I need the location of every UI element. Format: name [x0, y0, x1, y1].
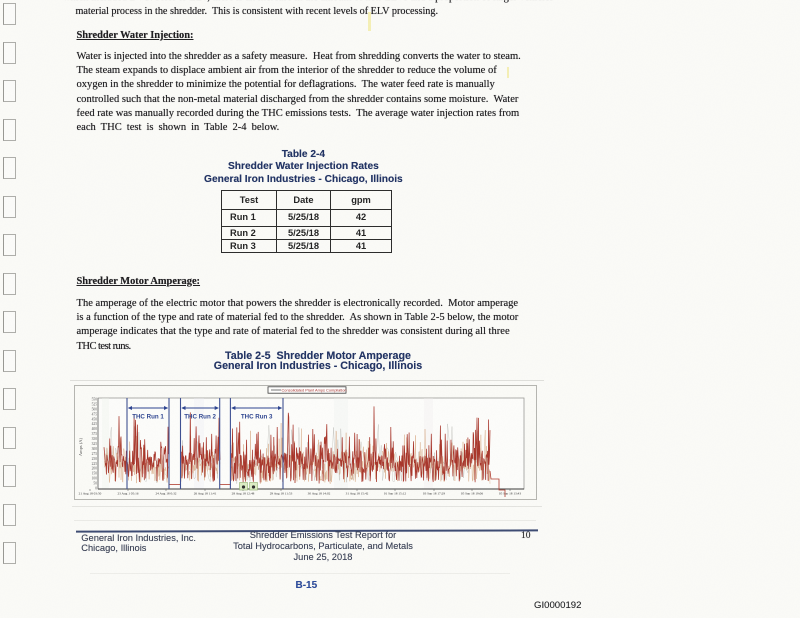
- svg-text:21 Aug 18 03:50: 21 Aug 18 03:50: [79, 491, 102, 495]
- svg-text:Consolidated Plant Amps Compil: Consolidated Plant Amps Compilation: [282, 387, 347, 392]
- svg-text:0: 0: [95, 486, 97, 490]
- svg-text:225: 225: [92, 461, 98, 465]
- svg-text:THC Run 2: THC Run 2: [184, 413, 216, 420]
- svg-text:05 Sep 18 13:43: 05 Sep 18 13:43: [499, 491, 521, 495]
- svg-text:525: 525: [92, 402, 98, 406]
- svg-text:325: 325: [92, 442, 98, 446]
- svg-text:23 Aug 1 05:16: 23 Aug 1 05:16: [117, 491, 138, 495]
- svg-text:Amps (A): Amps (A): [78, 437, 83, 456]
- svg-text:550: 550: [92, 397, 98, 401]
- svg-text:31 Aug 18 15:42: 31 Aug 18 15:42: [346, 491, 369, 495]
- svg-text:29 Aug 18 11:53: 29 Aug 18 11:53: [270, 491, 293, 495]
- svg-text:300: 300: [92, 446, 98, 450]
- svg-text:475: 475: [92, 412, 98, 416]
- svg-text:100: 100: [92, 476, 98, 480]
- svg-text:05 Sep 18 19:06: 05 Sep 18 19:06: [461, 491, 483, 495]
- svg-text:26 Aug 18 11:41: 26 Aug 18 11:41: [194, 491, 217, 495]
- svg-text:THC Run 1: THC Run 1: [132, 413, 164, 420]
- svg-text:450: 450: [92, 417, 98, 421]
- svg-text:350: 350: [92, 437, 98, 441]
- svg-text:THC Run 3: THC Run 3: [241, 413, 273, 420]
- svg-text:24 Aug 18 0:32: 24 Aug 18 0:32: [155, 491, 176, 495]
- svg-text:275: 275: [92, 451, 98, 455]
- svg-text:200: 200: [92, 466, 98, 470]
- svg-text:250: 250: [92, 456, 98, 460]
- svg-text:375: 375: [92, 432, 98, 436]
- svg-text:400: 400: [92, 427, 98, 431]
- svg-text:01 Sep 18 15:12: 01 Sep 18 15:12: [384, 491, 406, 495]
- svg-text:28 Aug 18 12:48: 28 Aug 18 12:48: [232, 491, 255, 495]
- svg-text:425: 425: [92, 422, 98, 426]
- svg-text:30 Aug 18 14:02: 30 Aug 18 14:02: [308, 491, 331, 495]
- svg-text:03 Sep 18 17:29: 03 Sep 18 17:29: [423, 491, 445, 495]
- svg-text:500: 500: [92, 407, 98, 411]
- svg-text:150: 150: [92, 471, 98, 475]
- svg-text:50: 50: [93, 481, 97, 485]
